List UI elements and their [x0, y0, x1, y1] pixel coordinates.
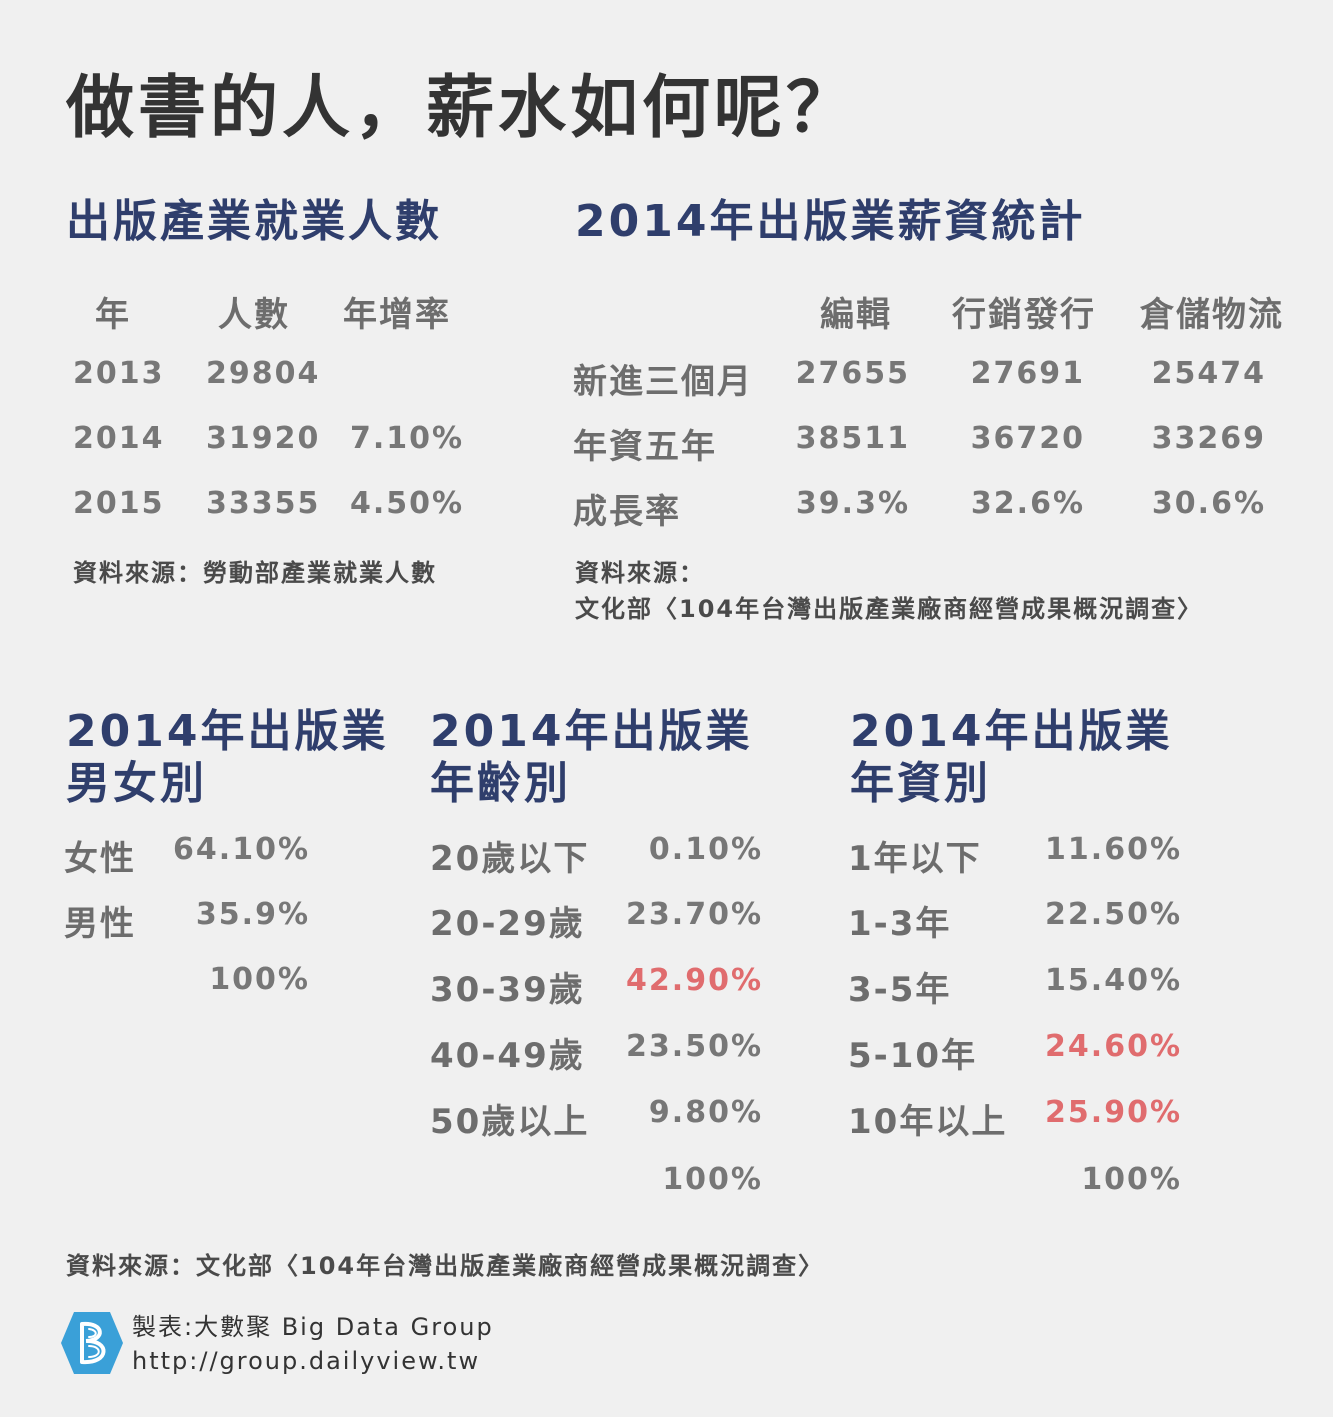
- age-value: 23.50%: [626, 1029, 763, 1064]
- age-heading-sub: 年齡別: [430, 758, 571, 809]
- salary-row-label: 年資五年: [573, 427, 717, 467]
- age-label: 20歲以下: [430, 839, 590, 879]
- age-label: 50歲以上: [430, 1102, 590, 1142]
- age-value: 23.70%: [626, 897, 763, 932]
- salary-header-marketing: 行銷發行: [952, 295, 1096, 335]
- tenure-heading-sub: 年資別: [850, 758, 991, 809]
- salary-value: 32.6%: [970, 486, 1085, 521]
- employment-count: 29804: [206, 356, 321, 391]
- employment-heading: 出版產業就業人數: [66, 196, 442, 247]
- tenure-value: 11.60%: [1045, 832, 1182, 867]
- salary-value: 27655: [795, 356, 910, 391]
- employment-rate: 7.10%: [350, 421, 465, 456]
- salary-row-label: 成長率: [573, 492, 681, 532]
- salary-value: 25474: [1151, 356, 1266, 391]
- salary-heading: 2014年出版業薪資統計: [575, 196, 1086, 247]
- gender-total: 100%: [209, 962, 310, 997]
- tenure-value-highlight: 25.90%: [1045, 1095, 1182, 1130]
- age-label: 20-29歲: [430, 904, 585, 944]
- age-value: 0.10%: [648, 832, 763, 867]
- salary-value: 38511: [795, 421, 910, 456]
- age-heading: 2014年出版業: [430, 706, 753, 757]
- age-value: 9.80%: [648, 1095, 763, 1130]
- salary-value: 39.3%: [795, 486, 910, 521]
- age-label: 30-39歲: [430, 970, 585, 1010]
- tenure-label: 3-5年: [848, 970, 952, 1010]
- employment-header-count: 人數: [218, 295, 290, 335]
- tenure-value: 15.40%: [1045, 963, 1182, 998]
- gender-label: 男性: [64, 904, 136, 944]
- gender-value: 64.10%: [173, 832, 310, 867]
- employment-header-rate: 年增率: [343, 295, 451, 335]
- employment-year: 2015: [73, 486, 165, 521]
- tenure-heading: 2014年出版業: [850, 706, 1173, 757]
- tenure-total: 100%: [1081, 1162, 1182, 1197]
- tenure-value: 22.50%: [1045, 897, 1182, 932]
- age-label: 40-49歲: [430, 1036, 585, 1076]
- footer-url[interactable]: http://group.dailyview.tw: [132, 1347, 481, 1375]
- salary-source-line2: 文化部〈104年台灣出版產業廠商經營成果概況調查〉: [575, 595, 1204, 623]
- salary-row-label: 新進三個月: [573, 362, 753, 402]
- employment-rate: 4.50%: [350, 486, 465, 521]
- footer-source: 資料來源：文化部〈104年台灣出版產業廠商經營成果概況調查〉: [66, 1252, 825, 1280]
- salary-source-line1: 資料來源：: [575, 559, 705, 587]
- employment-header-year: 年: [95, 295, 131, 335]
- b-hexagon-logo-icon: [60, 1310, 124, 1376]
- tenure-label: 5-10年: [848, 1036, 978, 1076]
- age-value-highlight: 42.90%: [626, 963, 763, 998]
- employment-count: 33355: [206, 486, 321, 521]
- tenure-label: 1年以下: [848, 839, 982, 879]
- employment-year: 2013: [73, 356, 165, 391]
- gender-label: 女性: [64, 839, 136, 879]
- footer-credit: 製表:大數聚 Big Data Group: [132, 1313, 494, 1341]
- salary-value: 30.6%: [1151, 486, 1266, 521]
- gender-value: 35.9%: [195, 897, 310, 932]
- salary-header-editor: 編輯: [820, 295, 892, 335]
- employment-source: 資料來源：勞動部產業就業人數: [73, 559, 437, 587]
- employment-year: 2014: [73, 421, 165, 456]
- age-total: 100%: [662, 1162, 763, 1197]
- tenure-label: 10年以上: [848, 1102, 1008, 1142]
- tenure-value-highlight: 24.60%: [1045, 1029, 1182, 1064]
- tenure-label: 1-3年: [848, 904, 952, 944]
- page-title: 做書的人，薪水如何呢？: [66, 69, 859, 148]
- employment-count: 31920: [206, 421, 321, 456]
- gender-heading-sub: 男女別: [66, 758, 207, 809]
- salary-value: 33269: [1151, 421, 1266, 456]
- salary-value: 27691: [970, 356, 1085, 391]
- salary-value: 36720: [970, 421, 1085, 456]
- gender-heading: 2014年出版業: [66, 706, 389, 757]
- salary-header-logistics: 倉儲物流: [1140, 295, 1284, 335]
